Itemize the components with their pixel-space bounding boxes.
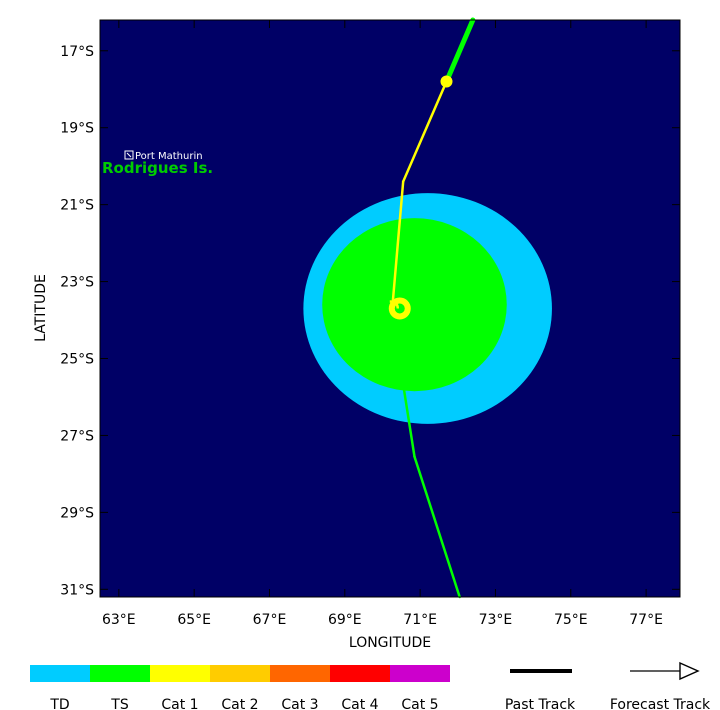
island-label: Rodrigues Is. bbox=[102, 159, 213, 177]
track-segment bbox=[401, 80, 448, 183]
past-track-label: Past Track bbox=[505, 697, 576, 710]
y-tick-label: 19°S bbox=[60, 121, 94, 137]
y-axis-ticks: 17°S 19°S 21°S 23°S 25°S 27°S 29°S 31°S bbox=[60, 44, 680, 598]
port-label: Port Mathurin bbox=[135, 151, 203, 162]
track-segment bbox=[413, 455, 461, 599]
port-marker-cross bbox=[126, 152, 132, 158]
x-tick-label: 71°E bbox=[403, 612, 437, 628]
forecast-track-label: Forecast Track bbox=[610, 697, 711, 710]
track-segment bbox=[390, 180, 405, 314]
legend-swatch-cat-5 bbox=[390, 665, 450, 682]
y-tick-label: 29°S bbox=[60, 505, 94, 521]
x-tick-label: 73°E bbox=[479, 612, 513, 628]
x-tick-label: 77°E bbox=[629, 612, 663, 628]
legend-label-cat-5: Cat 5 bbox=[401, 697, 438, 710]
legend-swatch-cat-3 bbox=[270, 665, 330, 682]
category-color-bar bbox=[30, 665, 450, 682]
plot-frame bbox=[99, 19, 681, 598]
category-labels: TD TS Cat 1 Cat 2 Cat 3 Cat 4 Cat 5 bbox=[49, 697, 438, 710]
legend-label-ts: TS bbox=[110, 697, 129, 710]
legend-label-td: TD bbox=[49, 697, 69, 710]
x-tick-label: 63°E bbox=[102, 612, 136, 628]
legend-swatch-td bbox=[30, 665, 90, 682]
y-tick-label: 21°S bbox=[60, 198, 94, 214]
track-markers bbox=[388, 75, 453, 320]
track-segment bbox=[390, 311, 416, 458]
legend-label-cat-2: Cat 2 bbox=[221, 697, 258, 710]
legend: TD TS Cat 1 Cat 2 Cat 3 Cat 4 Cat 5 Past Track… bbox=[30, 661, 711, 710]
legend-label-cat-3: Cat 3 bbox=[281, 697, 318, 710]
x-tick-label: 67°E bbox=[253, 612, 287, 628]
legend-swatch-cat-2 bbox=[210, 665, 270, 682]
x-tick-label: 65°E bbox=[177, 612, 211, 628]
legend-swatch-ts bbox=[90, 665, 150, 682]
y-tick-label: 17°S bbox=[60, 44, 94, 60]
x-axis-ticks: 63°E 65°E 67°E 69°E 71°E 73°E 75°E 77°E bbox=[102, 20, 663, 628]
storm-center-icon bbox=[388, 297, 411, 320]
legend-label-cat-4: Cat 4 bbox=[341, 697, 378, 710]
x-axis-title: LONGITUDE bbox=[349, 635, 431, 651]
wind-field bbox=[303, 193, 552, 424]
y-tick-label: 23°S bbox=[60, 275, 94, 291]
plot-area: Port Mathurin Rodrigues Is. bbox=[99, 17, 681, 599]
y-axis-title: LATITUDE bbox=[33, 274, 49, 342]
track-point-marker bbox=[440, 75, 453, 88]
legend-swatch-cat-1 bbox=[150, 665, 210, 682]
track-segment bbox=[443, 17, 476, 85]
forecast-arrow-icon bbox=[679, 661, 700, 681]
y-tick-label: 31°S bbox=[60, 582, 94, 598]
wind-radius-ts bbox=[322, 218, 507, 392]
storm-spiral-icon bbox=[389, 300, 400, 309]
legend-swatch-cat-4 bbox=[330, 665, 390, 682]
y-tick-label: 27°S bbox=[60, 428, 94, 444]
port-marker-icon bbox=[124, 150, 134, 160]
storm-track bbox=[390, 17, 476, 599]
x-tick-label: 75°E bbox=[554, 612, 588, 628]
y-tick-label: 25°S bbox=[60, 352, 94, 368]
x-tick-label: 69°E bbox=[328, 612, 362, 628]
legend-label-cat-1: Cat 1 bbox=[161, 697, 198, 710]
place-labels: Port Mathurin Rodrigues Is. bbox=[102, 150, 213, 177]
